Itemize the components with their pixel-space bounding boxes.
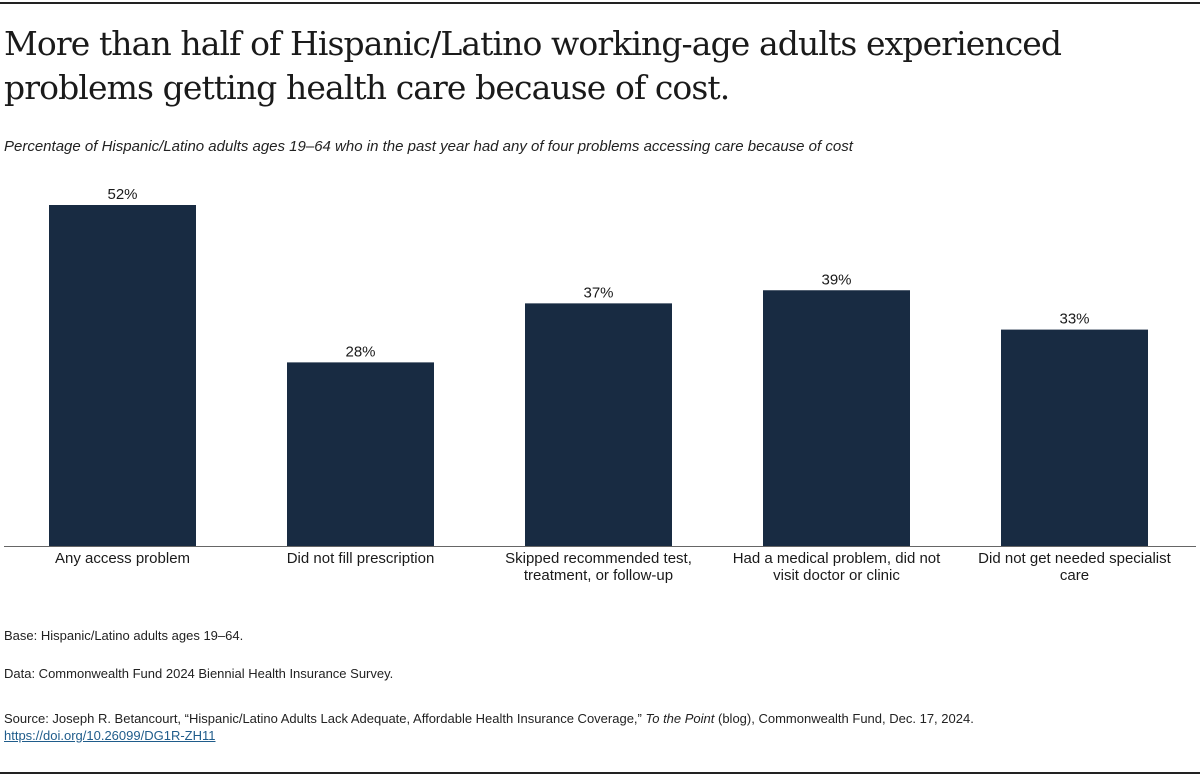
category-label: visit doctor or clinic xyxy=(773,567,900,584)
data-note: Data: Commonwealth Fund 2024 Biennial He… xyxy=(4,666,394,681)
category-label: Did not get needed specialist xyxy=(978,550,1171,567)
category-label: Any access problem xyxy=(55,550,190,567)
data-label: 28% xyxy=(345,343,375,360)
data-label: 52% xyxy=(107,186,137,203)
category-label: Had a medical problem, did not xyxy=(733,550,941,567)
source-link[interactable]: https://doi.org/10.26099/DG1R-ZH11 xyxy=(4,728,216,743)
data-label: 37% xyxy=(583,284,613,301)
chart-title: More than half of Hispanic/Latino workin… xyxy=(4,24,1062,107)
category-label: treatment, or follow-up xyxy=(524,567,673,584)
source-text-end: (blog), Commonwealth Fund, Dec. 17, 2024… xyxy=(714,711,974,726)
data-label: 33% xyxy=(1059,311,1089,328)
bar-chart: 52% Any access problem 28% Did not fill pre… xyxy=(4,186,1196,584)
category-label: Did not fill prescription xyxy=(287,550,435,567)
category-label: Skipped recommended test, xyxy=(505,550,692,567)
source-note: Source: Joseph R. Betancourt, “Hispanic/… xyxy=(4,710,974,744)
base-note: Base: Hispanic/Latino adults ages 19–64. xyxy=(4,628,244,643)
bar xyxy=(287,362,434,546)
bar xyxy=(763,290,910,546)
top-rule xyxy=(0,2,1200,4)
bottom-rule xyxy=(0,772,1200,774)
category-label: care xyxy=(1060,567,1089,584)
bar xyxy=(49,205,196,546)
source-text: Source: Joseph R. Betancourt, “Hispanic/… xyxy=(4,711,646,726)
source-publication: To the Point xyxy=(645,711,715,726)
bar xyxy=(1001,329,1148,546)
chart-subtitle: Percentage of Hispanic/Latino adults age… xyxy=(4,138,853,155)
bar xyxy=(525,303,672,546)
data-label: 39% xyxy=(821,271,851,288)
